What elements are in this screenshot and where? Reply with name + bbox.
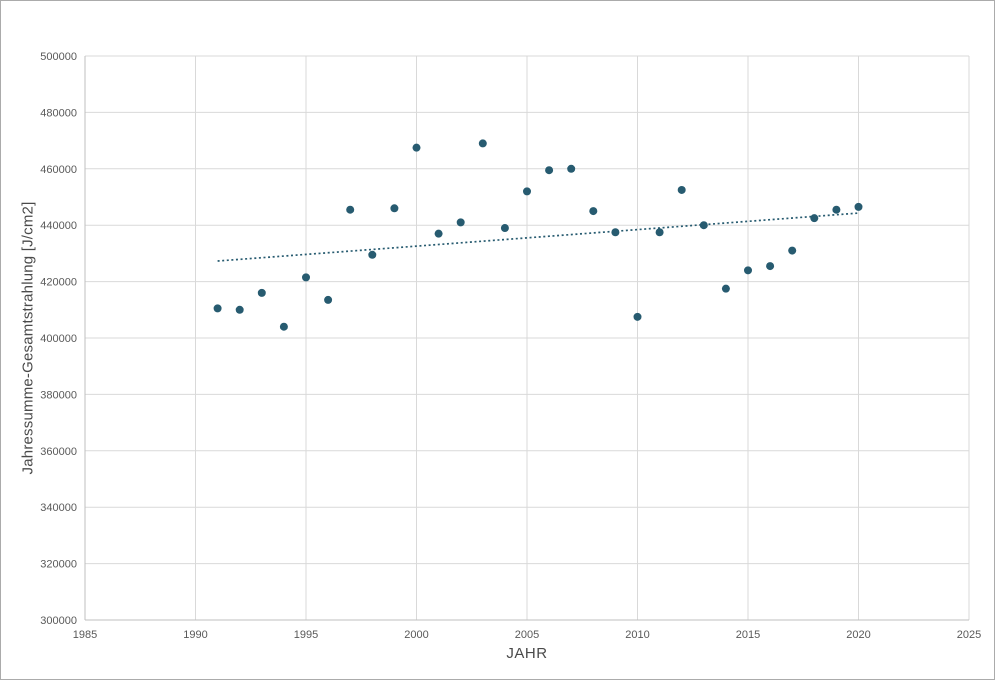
y-tick-label: 400000 [40,333,77,345]
data-point [279,322,288,331]
data-point [213,304,222,313]
data-point [655,228,664,237]
data-point [456,218,465,227]
data-point [589,207,598,216]
y-axis-title: Jahressumme-Gesamtstrahlung [J/cm2] [19,201,37,475]
data-point [324,295,333,304]
data-point [677,185,686,194]
data-point [434,229,443,238]
x-tick-label: 1995 [294,629,318,641]
data-point [235,305,244,314]
data-point [611,228,620,237]
data-point [368,250,377,259]
y-tick-label: 500000 [40,51,77,63]
y-tick-label: 440000 [40,220,77,232]
data-point [478,139,487,148]
data-point [567,164,576,173]
x-tick-label: 2005 [515,629,539,641]
data-point [412,143,421,152]
x-tick-label: 2015 [736,629,760,641]
data-point [699,221,708,230]
data-point [721,284,730,293]
x-tick-label: 2010 [625,629,649,641]
y-tick-label: 360000 [40,446,77,458]
y-tick-label: 480000 [40,107,77,119]
y-tick-label: 320000 [40,559,77,571]
data-point [302,273,310,282]
data-point [390,204,399,213]
data-point [854,202,863,211]
y-tick-label: 380000 [40,389,77,401]
data-point [810,214,819,223]
data-point [766,262,775,271]
data-point [346,205,355,214]
data-point [257,288,266,297]
y-tick-label: 340000 [40,502,77,514]
data-point [744,266,752,275]
data-point [523,187,531,196]
y-tick-label: 300000 [40,615,77,627]
data-point [633,312,642,321]
trendline [217,212,859,262]
y-tick-label: 420000 [40,277,77,289]
y-tick-label: 460000 [40,164,77,176]
x-tick-label: 1985 [73,629,97,641]
x-tick-label: 2000 [404,629,428,641]
data-point [832,205,841,214]
data-point [545,166,554,175]
x-tick-label: 1990 [183,629,207,641]
x-tick-label: 2025 [957,629,981,641]
data-point [788,246,797,255]
data-point [500,224,509,233]
x-axis-title: JAHR [506,645,548,662]
x-tick-label: 2020 [846,629,870,641]
